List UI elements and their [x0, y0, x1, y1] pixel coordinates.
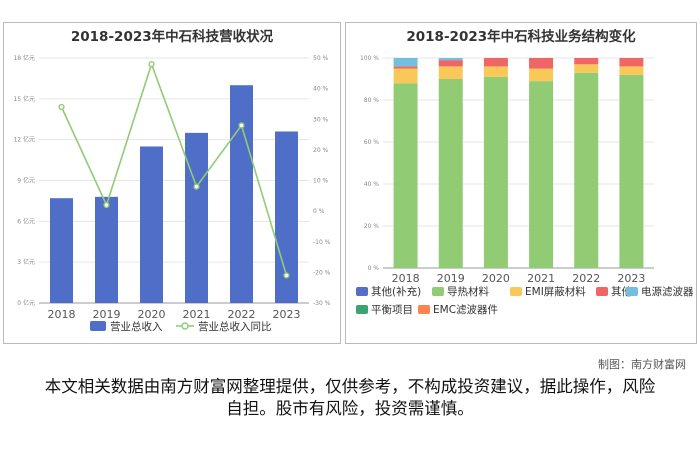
chart-title: 2018-2023年中石科技业务结构变化 — [406, 29, 636, 45]
y-tick-label: 20 % — [364, 223, 380, 230]
stacked-segment — [529, 68, 554, 82]
x-tick-label: 2023 — [273, 308, 301, 321]
structure-chart-panel: 2018-2023年中石科技业务结构变化 0 % 20 % 40 % 60 % 80 %… — [345, 22, 697, 344]
y-tick-label: 18 亿元 — [13, 54, 35, 62]
y-tick-label: 15 亿元 — [13, 95, 35, 103]
bar — [140, 146, 163, 303]
y2-tick-label: 0 % — [313, 208, 325, 215]
stacked-segment — [483, 66, 508, 77]
y-tick-label: 80 % — [364, 97, 380, 104]
stacked-segment — [529, 58, 554, 69]
stacked-segment — [529, 81, 554, 268]
credit-text: 制图：南方财富网 — [598, 358, 686, 371]
y-tick-label: 3 亿元 — [17, 258, 35, 266]
x-tick-label: 2023 — [617, 272, 645, 285]
stacked-segment — [619, 74, 644, 268]
disclaimer-text: 本文相关数据由南方财富网整理提供，仅供参考，不构成投资建议，据此操作，风险自担。… — [44, 377, 656, 418]
yoy-point — [148, 61, 155, 68]
legend-swatch — [626, 287, 638, 296]
stacked-segment — [483, 58, 508, 67]
stacked-segment — [483, 76, 508, 269]
stacked-segment — [438, 66, 463, 79]
legend-label: EMC滤波器件 — [433, 303, 498, 316]
y-tick-label: 12 亿元 — [13, 136, 35, 144]
stacked-segment — [393, 83, 418, 268]
y-tick-label: 0 % — [368, 265, 380, 272]
x-tick-label: 2019 — [93, 308, 121, 321]
revenue-chart: 0 亿元 3 亿元 6 亿元 9 亿元 12 亿元 15 亿元 18 亿元 -30 % -20 … — [13, 54, 331, 333]
yoy-point — [193, 183, 200, 190]
stacked-segment — [574, 72, 599, 268]
legend-label: 其他(补充) — [371, 285, 421, 298]
legend-swatch — [181, 322, 189, 330]
legend-swatch — [596, 287, 608, 296]
legend-swatch — [356, 305, 368, 314]
x-tick-label: 2022 — [228, 308, 256, 321]
stacked-segment — [619, 58, 644, 67]
stacked-segment — [438, 58, 463, 61]
legend-label: 电源滤波器 — [641, 285, 694, 298]
y2-tick-label: 50 % — [313, 55, 329, 62]
y2-tick-label: -10 % — [313, 239, 331, 246]
y2-tick-label: 20 % — [313, 147, 329, 154]
bar — [230, 85, 253, 303]
yoy-point — [58, 103, 65, 111]
x-tick-label: 2020 — [138, 308, 166, 321]
y-tick-label: 60 % — [364, 139, 380, 146]
legend-label: 平衡项目 — [371, 304, 413, 316]
x-tick-label: 2019 — [437, 272, 465, 285]
stacked-segment — [619, 66, 644, 75]
x-tick-label: 2018 — [392, 272, 420, 285]
legend-label: 导热材料 — [447, 285, 489, 298]
y2-tick-label: 30 % — [313, 116, 329, 123]
y-tick-label: 100 % — [360, 55, 379, 62]
stacked-segment — [393, 68, 418, 84]
structure-chart: 0 % 20 % 40 % 60 % 80 % 100 % 2018 2019 2020 2021… — [356, 55, 694, 316]
legend-swatch — [90, 321, 106, 331]
yoy-line — [60, 61, 288, 276]
x-tick-label: 2018 — [48, 308, 76, 321]
yoy-point — [238, 122, 245, 129]
stacked-segment — [393, 66, 418, 69]
stacked-segment — [574, 64, 599, 73]
x-tick-label: 2021 — [527, 272, 555, 285]
y2-tick-label: -30 % — [313, 300, 331, 307]
x-tick-label: 2020 — [482, 272, 510, 285]
stacked-segment — [574, 58, 599, 65]
yoy-point — [103, 201, 110, 209]
legend-label: 营业总收入 — [110, 320, 163, 333]
revenue-chart-panel: 2018-2023年中石科技营收状况 0 亿元 3 亿元 6 亿元 9 亿元 12 亿元… — [3, 22, 341, 344]
y-tick-label: 6 亿元 — [17, 217, 35, 225]
chart-title: 2018-2023年中石科技营收状况 — [70, 29, 274, 45]
legend-label: EMI屏蔽材料 — [525, 285, 586, 298]
bar — [95, 196, 118, 303]
legend-swatch — [432, 287, 444, 296]
bar — [275, 131, 298, 303]
stacked-segment — [438, 79, 463, 268]
legend-label: 营业总收入同比 — [198, 320, 272, 333]
legend-swatch — [510, 287, 522, 296]
legend-swatch — [418, 305, 430, 314]
y-tick-label: 40 % — [364, 181, 380, 188]
x-tick-label: 2022 — [572, 272, 600, 285]
y2-tick-label: -20 % — [313, 269, 331, 276]
legend-swatch — [356, 287, 368, 296]
bar — [50, 198, 73, 303]
stacked-segment — [438, 60, 463, 67]
y-tick-label: 0 亿元 — [17, 299, 35, 307]
y-tick-label: 9 亿元 — [17, 177, 35, 185]
x-tick-label: 2021 — [183, 308, 211, 321]
y2-tick-label: 40 % — [313, 86, 329, 93]
yoy-point — [283, 272, 290, 279]
bar — [185, 132, 208, 303]
stacked-segment — [393, 58, 418, 67]
y2-tick-label: 10 % — [313, 178, 329, 185]
